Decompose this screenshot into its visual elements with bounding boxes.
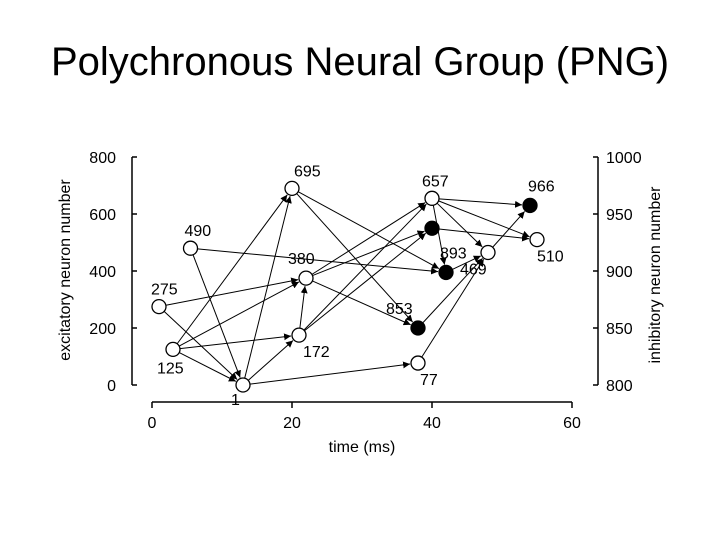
connection-arrow bbox=[178, 281, 300, 347]
excitatory-neuron bbox=[165, 341, 181, 358]
neuron-label: 1 bbox=[231, 392, 240, 409]
neuron-label: 695 bbox=[294, 163, 321, 180]
connection-arrow bbox=[297, 191, 440, 270]
neuron-label: 172 bbox=[303, 344, 330, 361]
y2-tick-label: 1000 bbox=[606, 150, 642, 167]
neuron-label: 510 bbox=[537, 249, 564, 266]
connection-arrow bbox=[247, 340, 294, 381]
slide-title: Polychronous Neural Group (PNG) bbox=[50, 40, 670, 84]
neuron-label: 657 bbox=[422, 173, 449, 190]
connection-arrow bbox=[303, 203, 427, 331]
connection-arrow bbox=[244, 195, 292, 379]
x-tick-label: 0 bbox=[148, 415, 157, 432]
y-axis-label: excitatory neuron number bbox=[57, 179, 74, 361]
connection-arrow bbox=[304, 232, 427, 332]
neuron-label: 490 bbox=[185, 223, 212, 240]
neuron-label: 380 bbox=[288, 251, 315, 268]
neuron-label: 853 bbox=[386, 301, 413, 318]
neuron-labels: 275 125 490 1 695 380 172 657 77 469 510 853 893 966 bbox=[151, 163, 564, 409]
connection-arrow bbox=[311, 202, 426, 275]
y-tick-label: 800 bbox=[89, 150, 116, 167]
connection-arrow bbox=[192, 254, 241, 378]
neurons bbox=[151, 180, 545, 393]
axis-ticks: 0 200 400 600 800 800 850 900 950 1000 0 20 40 60 bbox=[89, 150, 641, 432]
excitatory-neuron bbox=[480, 244, 496, 261]
connection-arrow bbox=[432, 205, 447, 265]
connection-arrow bbox=[299, 286, 308, 329]
connection-arrow bbox=[176, 194, 288, 345]
connection-arrow bbox=[438, 228, 530, 242]
excitatory-neuron bbox=[529, 231, 545, 248]
connection-arrow bbox=[452, 255, 481, 270]
connection-arrow bbox=[163, 311, 238, 380]
connection-arrow bbox=[492, 211, 526, 248]
excitatory-neuron bbox=[291, 327, 307, 343]
y-tick-label: 400 bbox=[89, 264, 116, 281]
x-axis-label: time (ms) bbox=[329, 439, 396, 456]
inhibitory-neuron bbox=[438, 264, 454, 281]
connection-arrow bbox=[165, 277, 299, 306]
inhibitory-neuron bbox=[410, 320, 426, 336]
connections bbox=[163, 191, 530, 385]
y-tick-label: 0 bbox=[107, 378, 116, 395]
connection-arrow bbox=[179, 352, 237, 382]
connection-arrow bbox=[312, 230, 425, 277]
x-tick-label: 60 bbox=[563, 415, 581, 432]
connection-arrow bbox=[438, 200, 530, 238]
connection-arrow bbox=[422, 258, 483, 324]
inhibitory-neuron bbox=[424, 220, 440, 236]
excitatory-neuron bbox=[284, 180, 300, 197]
neuron-label: 966 bbox=[528, 178, 555, 195]
connection-arrow bbox=[312, 280, 411, 326]
excitatory-neuron bbox=[182, 240, 199, 256]
connection-arrow bbox=[249, 361, 411, 385]
x-tick-label: 40 bbox=[423, 415, 441, 432]
excitatory-neuron bbox=[424, 190, 440, 206]
y2-tick-label: 950 bbox=[606, 207, 633, 224]
neuron-label: 893 bbox=[440, 245, 467, 262]
y2-axis-label: inhibitory neuron number bbox=[647, 186, 664, 364]
y2-tick-label: 850 bbox=[606, 321, 633, 338]
excitatory-neuron bbox=[410, 355, 426, 371]
y-tick-label: 600 bbox=[89, 207, 116, 224]
connection-arrow bbox=[421, 258, 485, 358]
x-tick-label: 20 bbox=[283, 415, 301, 432]
neuron-label: 469 bbox=[460, 261, 487, 278]
neuron-label: 77 bbox=[420, 372, 438, 389]
neuron-label: 125 bbox=[157, 360, 184, 377]
excitatory-neuron bbox=[235, 377, 251, 393]
connection-arrow bbox=[438, 198, 523, 208]
connection-arrow bbox=[179, 333, 292, 350]
excitatory-neuron bbox=[298, 270, 314, 286]
connection-arrow bbox=[197, 248, 439, 275]
neuron-label: 275 bbox=[151, 282, 178, 299]
y2-tick-label: 800 bbox=[606, 378, 633, 395]
connection-arrow bbox=[436, 202, 483, 248]
y2-tick-label: 900 bbox=[606, 264, 633, 281]
inhibitory-neuron bbox=[522, 197, 538, 214]
y-tick-label: 200 bbox=[89, 321, 116, 338]
connection-arrow bbox=[296, 193, 414, 323]
excitatory-neuron bbox=[151, 298, 167, 315]
